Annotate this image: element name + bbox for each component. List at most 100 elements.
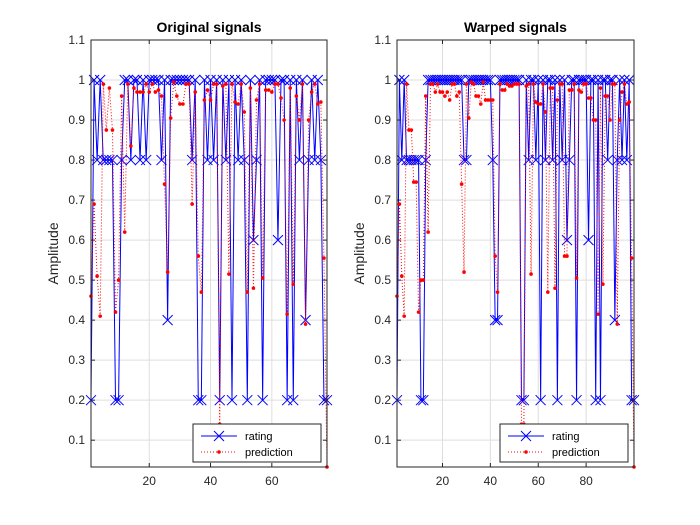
data-point-dot-marker — [141, 90, 145, 94]
data-point-dot-marker — [471, 82, 476, 86]
data-point-dot-marker — [402, 314, 406, 318]
data-point-x-marker — [192, 394, 204, 406]
data-point-dot-marker — [546, 290, 550, 294]
data-point-x-marker — [110, 394, 121, 406]
data-point-dot-marker — [116, 278, 121, 282]
data-point-dot-marker — [629, 256, 634, 260]
data-point-x-marker — [417, 394, 429, 406]
y-tick-label: 0.7 — [374, 193, 391, 207]
chart-title: Original signals — [156, 19, 261, 35]
data-point-dot-marker — [165, 270, 170, 274]
data-point-x-marker — [238, 154, 250, 166]
data-point-dot-marker — [601, 282, 605, 286]
y-tick-label: 0.4 — [374, 313, 391, 327]
data-point-dot-marker — [572, 82, 576, 86]
data-point-dot-marker — [495, 290, 500, 294]
data-point-dot-marker — [266, 88, 271, 92]
data-point-dot-marker — [414, 180, 418, 184]
data-point-dot-marker — [122, 230, 127, 234]
data-point-dot-marker — [605, 94, 610, 98]
data-point-dot-marker — [309, 90, 314, 94]
data-point-dot-marker — [526, 82, 531, 86]
data-point-dot-marker — [457, 90, 462, 94]
data-point-x-marker — [140, 154, 152, 166]
y-tick-label: 0.2 — [374, 393, 391, 407]
y-tick-label: 0.4 — [68, 313, 85, 327]
data-point-dot-marker — [550, 86, 555, 90]
data-point-dot-marker — [529, 272, 533, 276]
data-point-dot-marker — [517, 82, 521, 86]
data-point-x-marker — [195, 394, 207, 406]
data-point-dot-marker — [560, 82, 564, 86]
data-point-dot-marker — [490, 98, 495, 102]
data-point-x-marker — [616, 154, 628, 166]
y-tick-label: 1 — [78, 73, 85, 87]
data-point-dot-marker — [538, 102, 543, 106]
data-point-dot-marker — [257, 82, 262, 86]
data-point-dot-marker — [291, 282, 296, 286]
x-tick-label: 20 — [436, 474, 450, 488]
data-point-dot-marker — [208, 98, 213, 102]
data-point-x-marker — [621, 154, 633, 166]
data-point-x-marker — [561, 234, 573, 246]
data-point-dot-marker — [416, 310, 421, 314]
data-point-dot-marker — [193, 90, 198, 94]
data-point-dot-marker — [565, 254, 569, 258]
data-point-dot-marker — [196, 254, 201, 258]
data-point-x-marker — [235, 74, 247, 86]
data-point-dot-marker — [510, 84, 514, 88]
data-point-dot-marker — [445, 90, 450, 94]
legend: rating prediction — [192, 423, 322, 463]
data-point-dot-marker — [574, 276, 579, 280]
data-point-dot-marker — [159, 94, 164, 98]
data-point-dot-marker — [459, 182, 464, 186]
data-point-dot-marker — [569, 88, 574, 92]
data-point-dot-marker — [469, 80, 474, 84]
data-point-x-marker — [461, 154, 472, 166]
data-point-dot-marker — [399, 274, 404, 278]
data-point-dot-marker — [132, 86, 136, 90]
data-point-x-marker — [571, 394, 582, 406]
data-point-dot-marker — [242, 110, 247, 114]
y-tick-label: 0.8 — [68, 153, 85, 167]
data-point-dot-marker — [248, 86, 253, 90]
data-point-dot-marker — [98, 314, 102, 318]
data-point-dot-marker — [440, 90, 445, 94]
data-point-dot-marker — [625, 102, 629, 106]
data-point-dot-marker — [107, 86, 112, 90]
data-point-x-marker — [107, 154, 118, 166]
data-point-dot-marker — [555, 98, 560, 102]
y-tick-label: 1 — [384, 73, 391, 87]
data-point-dot-marker — [168, 116, 173, 120]
data-point-dot-marker — [543, 110, 548, 114]
data-point-dot-marker — [312, 82, 317, 86]
data-point-dot-marker — [279, 96, 283, 100]
data-point-dot-marker — [502, 88, 507, 92]
data-point-dot-marker — [273, 82, 277, 86]
data-point-x-marker — [590, 394, 602, 406]
axes-box — [90, 39, 328, 468]
data-point-dot-marker — [199, 290, 204, 294]
data-point-dot-marker — [239, 82, 243, 86]
data-point-dot-marker — [245, 290, 250, 294]
data-point-x-marker — [583, 234, 594, 246]
data-point-x-marker — [116, 154, 128, 166]
data-point-dot-marker — [409, 128, 414, 132]
data-point-dot-marker — [306, 118, 311, 122]
data-point-dot-marker — [627, 100, 632, 104]
data-point-dot-marker — [467, 116, 471, 120]
data-point-dot-marker — [316, 102, 320, 106]
data-point-dot-marker — [205, 88, 210, 92]
data-point-dot-marker — [113, 310, 118, 314]
x-tick-label: 80 — [579, 474, 593, 488]
data-point-dot-marker — [481, 80, 485, 84]
data-point-dot-marker — [433, 90, 438, 94]
x-tick-label: 40 — [204, 474, 218, 488]
y-tick-label: 1.1 — [68, 33, 85, 47]
data-point-dot-marker — [397, 202, 402, 206]
data-point-dot-marker — [534, 100, 538, 104]
data-point-x-marker — [125, 154, 137, 166]
data-point-dot-marker — [156, 88, 161, 92]
data-point-dot-marker — [150, 82, 155, 86]
data-point-dot-marker — [254, 98, 259, 102]
